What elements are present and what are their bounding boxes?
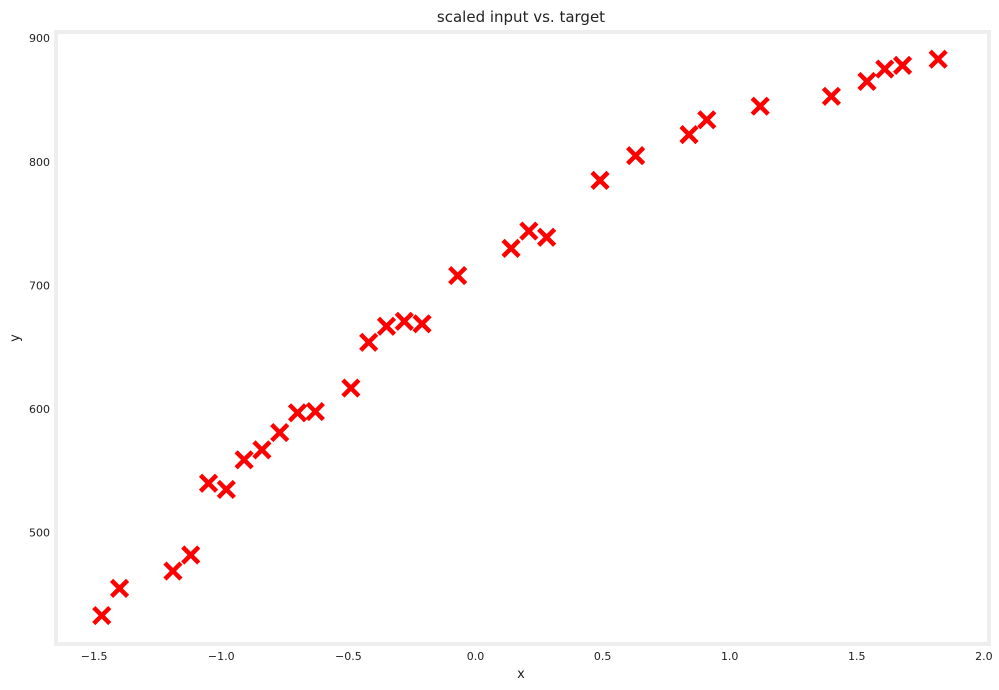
x-tick-label: 2.0: [975, 650, 993, 663]
x-tick-label: 1.0: [721, 650, 739, 663]
y-axis-label: y: [8, 334, 23, 342]
y-tick-label: 500: [29, 527, 50, 540]
x-tick-label: 0.0: [467, 650, 485, 663]
x-axis-ticks: −1.5 −1.0 −0.5 0.0 0.5 1.0 1.5 2.0: [81, 650, 993, 663]
y-tick-label: 600: [29, 403, 50, 416]
x-axis-label: x: [517, 667, 525, 682]
y-tick-label: 800: [29, 156, 50, 169]
x-tick-label: 0.5: [594, 650, 612, 663]
x-tick-label: −1.5: [81, 650, 108, 663]
x-tick-label: −1.0: [208, 650, 235, 663]
y-axis-ticks: 500 600 700 800 900: [29, 32, 50, 540]
x-tick-label: 1.5: [848, 650, 866, 663]
x-tick-label: −0.5: [335, 650, 362, 663]
chart-title: scaled input vs. target: [437, 8, 605, 26]
y-tick-label: 900: [29, 32, 50, 45]
y-tick-label: 700: [29, 279, 50, 292]
